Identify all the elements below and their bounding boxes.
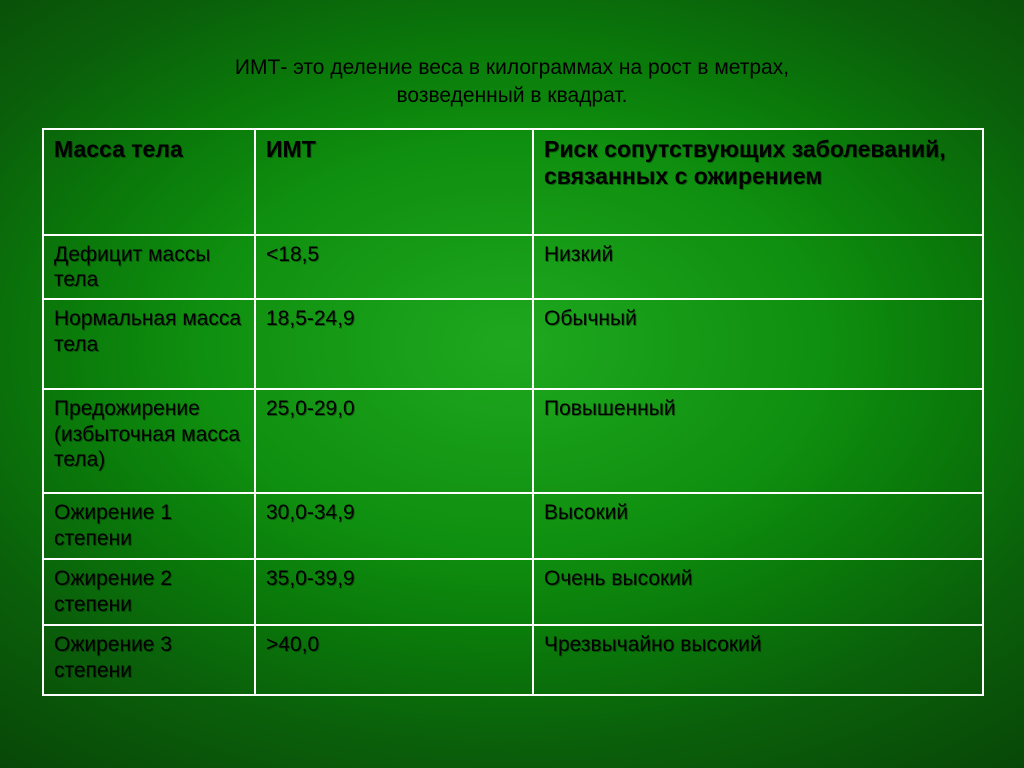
cell-risk: Низкий xyxy=(533,235,983,299)
cell-mass: Дефицит массы тела xyxy=(43,235,255,299)
cell-mass: Ожирение 2 степени xyxy=(43,559,255,625)
header-bmi: ИМТ xyxy=(255,129,533,235)
title-line-1: ИМТ- это деление веса в килограммах на р… xyxy=(235,56,789,79)
cell-risk: Повышенный xyxy=(533,389,983,493)
cell-mass: Ожирение 1 степени xyxy=(43,493,255,559)
cell-bmi: 25,0-29,0 xyxy=(255,389,533,493)
cell-mass: Ожирение 3 степени xyxy=(43,625,255,695)
cell-bmi: 35,0-39,9 xyxy=(255,559,533,625)
cell-risk: Очень высокий xyxy=(533,559,983,625)
cell-bmi: 30,0-34,9 xyxy=(255,493,533,559)
header-risk: Риск сопутствующих заболеваний, связанны… xyxy=(533,129,983,235)
cell-mass: Предожирение (избыточная масса тела) xyxy=(43,389,255,493)
table-header-row: Масса тела ИМТ Риск сопутствующих заболе… xyxy=(43,129,983,235)
cell-risk: Обычный xyxy=(533,299,983,389)
cell-risk: Высокий xyxy=(533,493,983,559)
header-mass: Масса тела xyxy=(43,129,255,235)
table-row: Дефицит массы тела <18,5 Низкий xyxy=(43,235,983,299)
table-row: Предожирение (избыточная масса тела) 25,… xyxy=(43,389,983,493)
table-row: Ожирение 3 степени >40,0 Чрезвычайно выс… xyxy=(43,625,983,695)
table-row: Ожирение 2 степени 35,0-39,9 Очень высок… xyxy=(43,559,983,625)
cell-bmi: >40,0 xyxy=(255,625,533,695)
cell-bmi: <18,5 xyxy=(255,235,533,299)
bmi-table: Масса тела ИМТ Риск сопутствующих заболе… xyxy=(42,128,984,696)
cell-risk: Чрезвычайно высокий xyxy=(533,625,983,695)
title-line-2: возведенный в квадрат. xyxy=(397,84,628,107)
table-row: Нормальная масса тела 18,5-24,9 Обычный xyxy=(43,299,983,389)
cell-bmi: 18,5-24,9 xyxy=(255,299,533,389)
table-row: Ожирение 1 степени 30,0-34,9 Высокий xyxy=(43,493,983,559)
slide-title: ИМТ- это деление веса в килограммах на р… xyxy=(0,54,1024,111)
cell-mass: Нормальная масса тела xyxy=(43,299,255,389)
slide: ИМТ- это деление веса в килограммах на р… xyxy=(0,0,1024,768)
